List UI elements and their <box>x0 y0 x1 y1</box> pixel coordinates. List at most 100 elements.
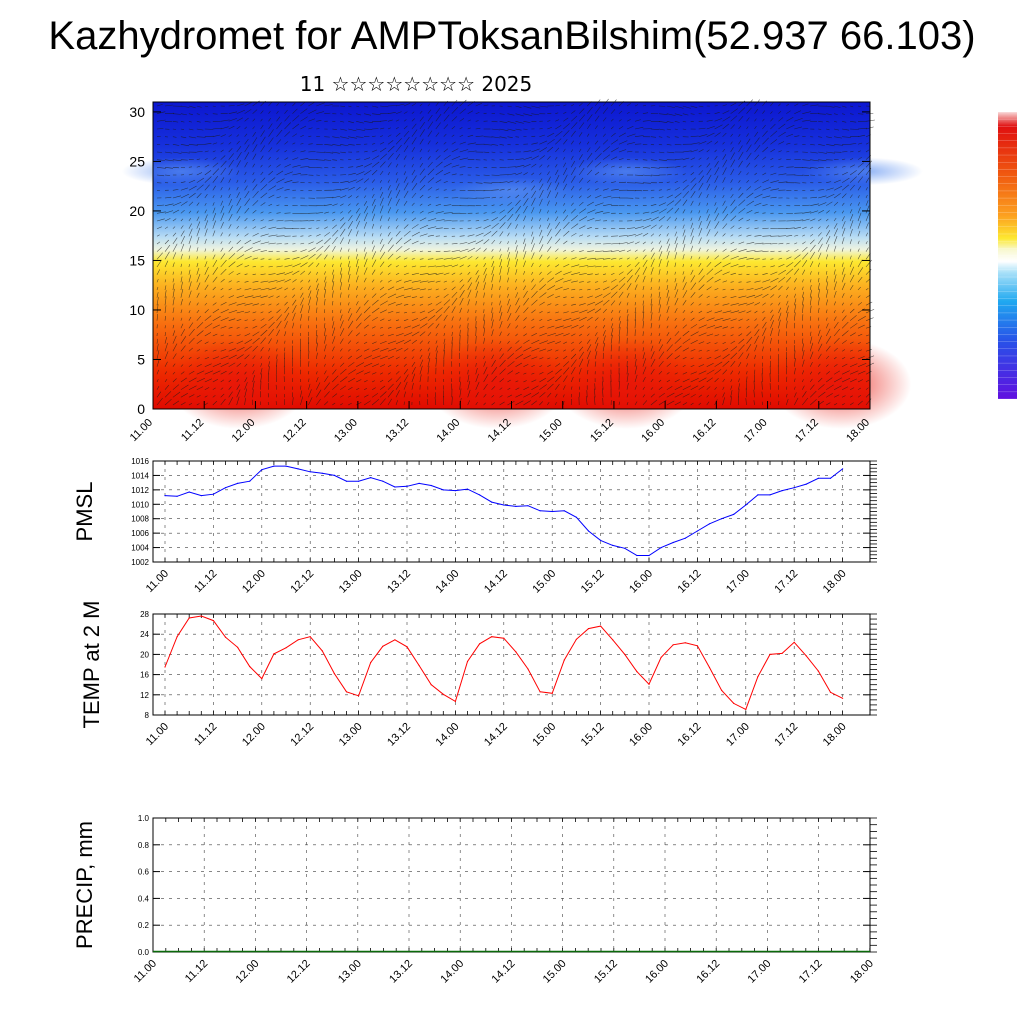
wind-vector <box>841 262 844 268</box>
wind-vector <box>547 256 550 260</box>
wind-vector <box>674 225 677 229</box>
wind-vector <box>435 113 442 122</box>
wind-vector <box>196 315 202 321</box>
wind-vector <box>794 368 796 375</box>
wind-vector <box>746 219 751 222</box>
wind-vector <box>706 356 712 360</box>
wind-vector <box>348 166 354 168</box>
wind-vector <box>316 111 325 114</box>
wind-vector <box>451 286 456 291</box>
data-point <box>708 523 711 525</box>
wind-vector <box>690 245 694 252</box>
wind-vector <box>809 378 813 383</box>
wind-vector <box>770 130 778 137</box>
wind-vector <box>172 278 175 283</box>
wind-vector <box>363 380 368 383</box>
wind-vector <box>634 233 643 237</box>
wind-vector <box>842 113 846 115</box>
wind-vector <box>204 370 214 375</box>
wind-vector <box>459 256 467 260</box>
wind-vector <box>690 331 699 337</box>
wind-vector <box>698 164 702 168</box>
wind-vector <box>603 273 607 275</box>
wind-vector <box>403 304 409 306</box>
wind-vector <box>762 146 769 153</box>
wind-vector <box>817 232 822 237</box>
wind-vector <box>817 317 820 321</box>
wind-vector <box>228 205 233 214</box>
wind-vector <box>626 309 629 314</box>
wind-vector <box>738 388 740 398</box>
wind-vector <box>276 235 285 237</box>
wind-vector <box>531 379 537 383</box>
wind-vector <box>332 136 340 139</box>
wind-vector <box>212 333 218 337</box>
data-point <box>793 641 795 643</box>
wind-vector <box>849 158 854 160</box>
wind-vector <box>857 315 866 321</box>
wind-vector <box>180 323 184 329</box>
wind-vector <box>252 184 258 191</box>
wind-vector <box>372 143 376 145</box>
wind-vector <box>372 135 376 137</box>
wind-vector <box>586 106 593 114</box>
wind-vector <box>284 321 288 329</box>
wind-vector <box>316 297 319 306</box>
wind-vector <box>244 265 250 268</box>
wind-vector <box>308 241 314 245</box>
wind-vector <box>666 372 670 375</box>
wind-vector <box>196 349 201 352</box>
wind-vector <box>762 186 771 191</box>
wind-vector <box>650 322 653 329</box>
data-point <box>648 554 650 557</box>
wind-vector <box>857 379 863 383</box>
wind-vector <box>642 311 645 321</box>
wind-vector <box>252 240 261 245</box>
wind-vector <box>427 347 430 352</box>
wind-vector <box>180 121 185 123</box>
wind-vector <box>802 338 804 344</box>
wind-vector <box>547 210 549 214</box>
wind-vector <box>714 249 718 252</box>
wind-vector <box>865 301 873 306</box>
wind-vector <box>316 233 321 237</box>
wind-vector <box>236 205 242 214</box>
wind-vector <box>196 322 204 329</box>
wind-vector <box>642 366 647 375</box>
wind-vector <box>355 213 361 222</box>
wind-vector <box>316 151 326 153</box>
wind-vector <box>180 371 185 375</box>
y-tick-label: 15 <box>129 252 145 268</box>
wind-vector <box>260 241 270 245</box>
wind-vector <box>642 386 645 390</box>
wind-vector <box>204 113 209 115</box>
wind-vector <box>746 107 752 114</box>
wind-vector <box>794 103 799 107</box>
wind-vector <box>507 213 514 222</box>
wind-vector <box>236 288 242 291</box>
wind-vector <box>371 245 375 252</box>
wind-vector <box>826 121 830 123</box>
wind-vector <box>778 165 784 168</box>
wind-vector <box>531 271 534 275</box>
wind-vector <box>236 389 241 398</box>
wind-vector <box>483 204 488 206</box>
wind-vector <box>770 180 779 183</box>
wind-vector <box>324 232 330 237</box>
wind-vector <box>387 340 397 344</box>
wind-vector <box>634 249 638 252</box>
wind-vector <box>228 341 234 344</box>
wind-vector <box>865 160 873 168</box>
wind-vector <box>658 279 660 283</box>
wind-vector <box>180 201 188 206</box>
x-tick-label: 12.00 <box>240 568 268 596</box>
wind-vector <box>523 128 528 130</box>
wind-vector <box>547 364 551 367</box>
wind-vector <box>626 264 631 268</box>
wind-vector <box>610 147 619 153</box>
wind-vector <box>802 119 811 122</box>
wind-vector <box>268 156 271 160</box>
wind-vector <box>826 187 834 191</box>
wind-vector <box>682 310 686 314</box>
wind-vector <box>555 402 557 406</box>
